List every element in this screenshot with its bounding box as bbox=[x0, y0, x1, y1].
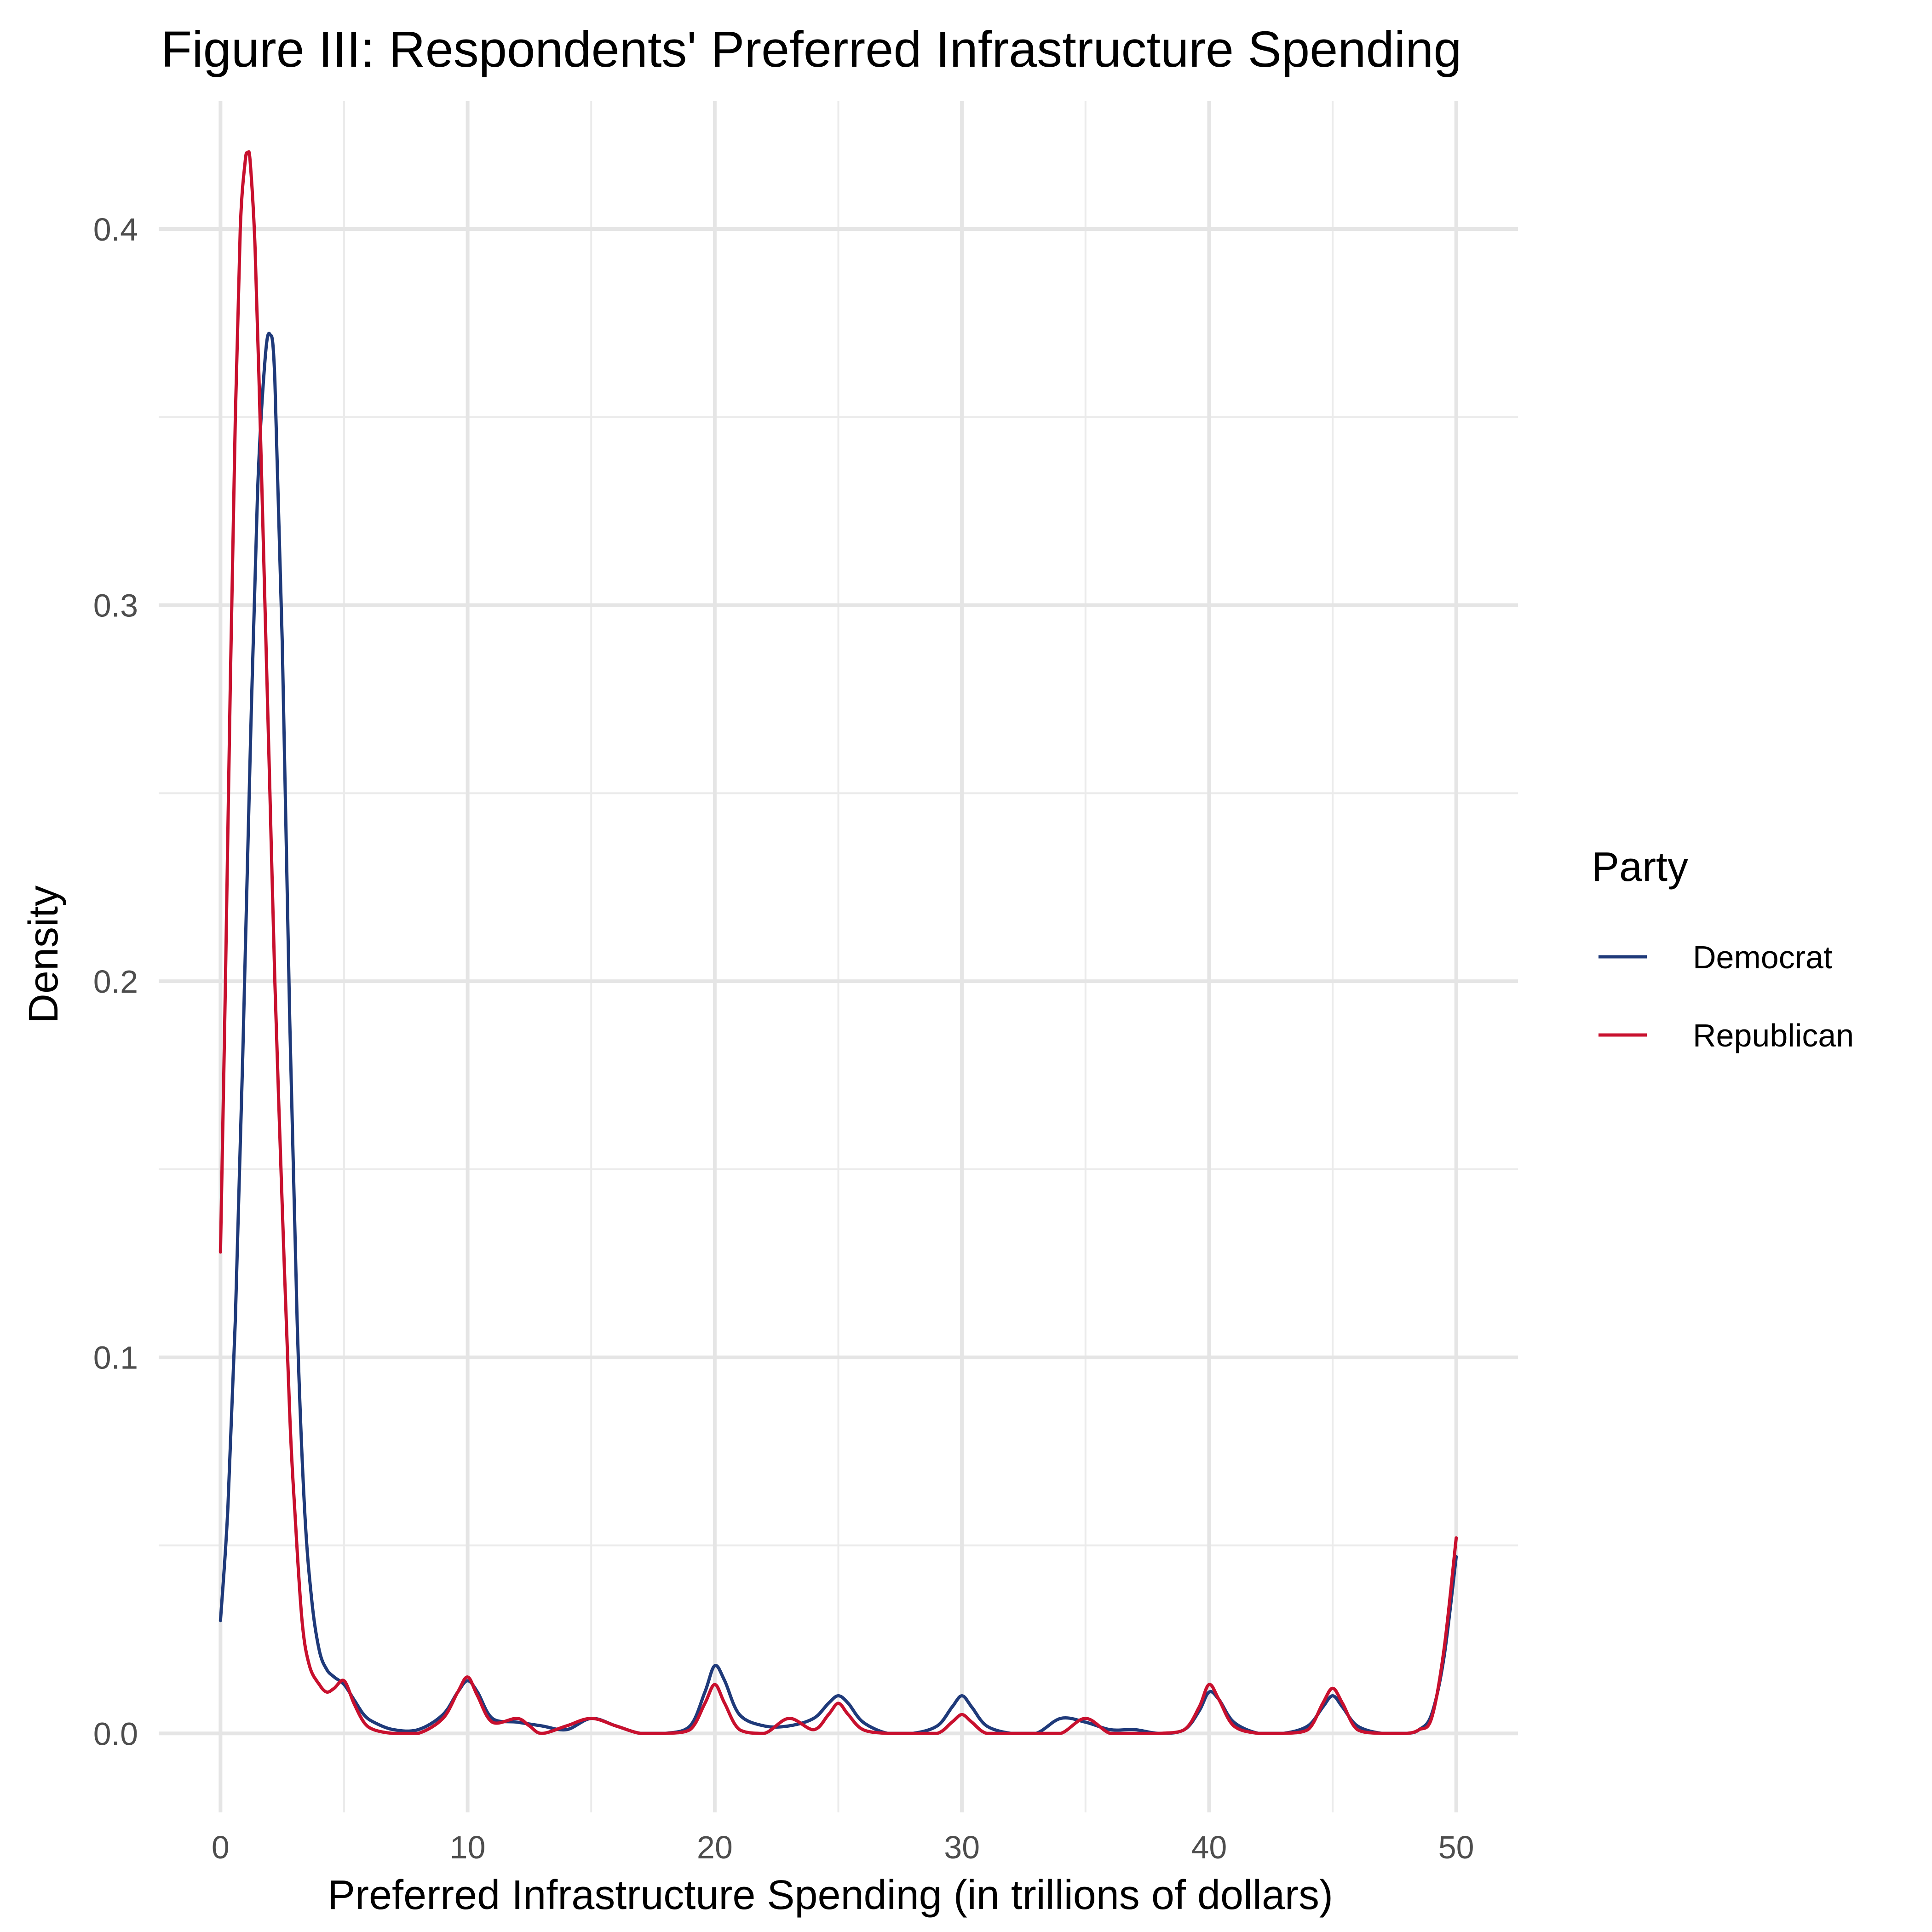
x-tick-label: 40 bbox=[1191, 1829, 1227, 1865]
x-tick-label: 50 bbox=[1438, 1829, 1474, 1865]
y-axis-title: Density bbox=[21, 886, 67, 1024]
chart-title: Figure III: Respondents' Preferred Infra… bbox=[161, 21, 1462, 78]
legend-title: Party bbox=[1592, 844, 1688, 890]
x-tick-label: 30 bbox=[944, 1829, 980, 1865]
x-axis-title: Preferred Infrastructure Spending (in tr… bbox=[328, 1872, 1333, 1918]
x-tick-label: 10 bbox=[450, 1829, 486, 1865]
y-tick-label: 0.4 bbox=[93, 212, 138, 247]
y-tick-label: 0.1 bbox=[93, 1340, 138, 1376]
legend-label-democrat: Democrat bbox=[1693, 939, 1832, 975]
y-tick-label: 0.3 bbox=[93, 588, 138, 624]
x-tick-label: 0 bbox=[212, 1829, 230, 1865]
y-tick-label: 0.2 bbox=[93, 964, 138, 1000]
x-tick-label: 20 bbox=[697, 1829, 733, 1865]
legend-label-republican: Republican bbox=[1693, 1018, 1854, 1053]
y-tick-label: 0.0 bbox=[93, 1716, 138, 1752]
